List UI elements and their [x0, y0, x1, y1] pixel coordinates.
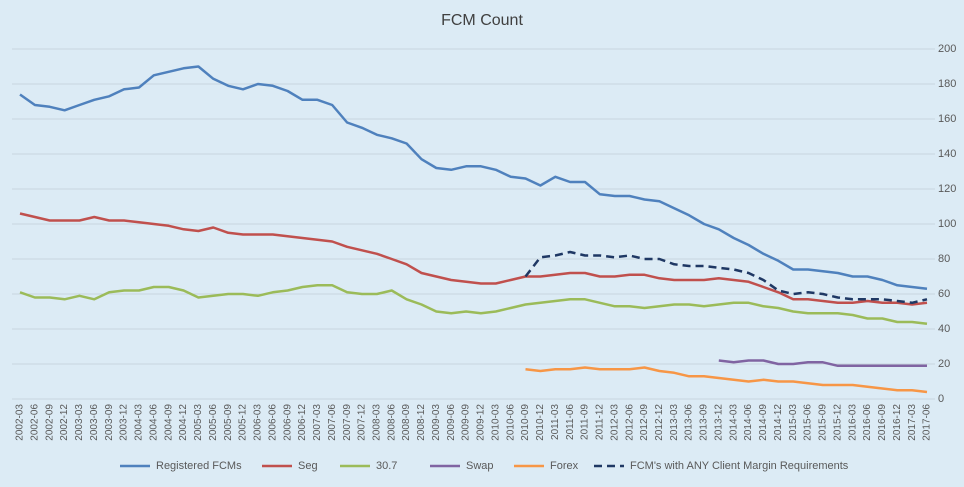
y-tick-label: 180 [938, 78, 956, 90]
x-tick-label: 2009-12 [476, 404, 487, 441]
x-tick-label: 2002-06 [30, 404, 41, 441]
series-line [19, 284, 928, 326]
y-tick-label: 100 [938, 218, 956, 230]
x-tick-label: 2015-06 [803, 404, 814, 441]
x-tick-label: 2006-03 [253, 404, 264, 441]
y-tick-label: 80 [938, 253, 950, 265]
x-tick-label: 2014-12 [773, 404, 784, 441]
y-tick-label: 140 [938, 148, 956, 160]
x-tick-label: 2005-12 [238, 404, 249, 441]
x-tick-label: 2012-12 [654, 404, 665, 441]
x-tick-label: 2003-06 [89, 404, 100, 441]
x-tick-label: 2011-03 [550, 404, 561, 440]
x-tick-label: 2015-09 [818, 404, 829, 441]
x-tick-label: 2005-09 [223, 404, 234, 441]
series-line [19, 65, 928, 291]
x-tick-label: 2004-03 [134, 404, 145, 441]
legend-label: Forex [550, 460, 579, 472]
x-tick-label: 2007-03 [312, 404, 323, 441]
legend-label: FCM's with ANY Client Margin Requirement… [630, 460, 849, 472]
x-tick-label: 2011-06 [565, 404, 576, 440]
legend-label: Swap [466, 460, 494, 472]
series-line [19, 212, 928, 306]
x-tick-label: 2013-12 [713, 404, 724, 441]
x-tick-label: 2017-03 [907, 404, 918, 441]
x-tick-label: 2010-12 [535, 404, 546, 441]
x-tick-label: 2010-03 [490, 404, 501, 441]
x-tick-label: 2007-06 [327, 404, 338, 441]
x-tick-label: 2008-09 [401, 404, 412, 441]
x-tick-label: 2012-06 [624, 404, 635, 441]
x-tick-label: 2012-03 [609, 404, 620, 441]
x-tick-label: 2004-12 [178, 404, 189, 441]
x-tick-label: 2014-09 [758, 404, 769, 441]
x-tick-label: 2007-12 [357, 404, 368, 441]
x-tick-label: 2010-06 [505, 404, 516, 441]
x-tick-label: 2015-03 [788, 404, 799, 441]
x-tick-label: 2010-09 [520, 404, 531, 441]
y-tick-label: 60 [938, 288, 950, 300]
x-tick-label: 2008-03 [371, 404, 382, 441]
series-line [718, 359, 927, 368]
y-tick-label: 20 [938, 358, 950, 370]
x-tick-label: 2002-09 [44, 404, 55, 441]
x-tick-label: 2009-09 [461, 404, 472, 441]
x-tick-label: 2008-06 [386, 404, 397, 441]
series-line [525, 366, 928, 394]
x-tick-label: 2006-09 [282, 404, 293, 441]
x-tick-label: 2009-03 [431, 404, 442, 441]
x-tick-label: 2016-06 [862, 404, 873, 441]
y-tick-label: 0 [938, 393, 944, 405]
x-tick-label: 2002-03 [15, 404, 26, 441]
x-tick-label: 2017-06 [922, 404, 933, 441]
x-tick-label: 2013-06 [684, 404, 695, 441]
chart-title: FCM Count [441, 12, 523, 29]
x-tick-label: 2014-03 [728, 404, 739, 441]
x-tick-label: 2005-06 [208, 404, 219, 441]
y-tick-label: 40 [938, 323, 950, 335]
x-tick-label: 2011-12 [595, 404, 606, 440]
x-tick-label: 2013-03 [669, 404, 680, 441]
x-tick-label: 2003-12 [119, 404, 130, 441]
y-tick-label: 160 [938, 113, 956, 125]
x-tick-label: 2016-03 [847, 404, 858, 441]
x-tick-label: 2011-09 [580, 404, 591, 440]
x-tick-label: 2016-09 [877, 404, 888, 441]
series-line [524, 250, 928, 305]
x-tick-label: 2003-03 [74, 404, 85, 441]
y-tick-label: 200 [938, 43, 956, 55]
y-tick-label: 120 [938, 183, 956, 195]
x-tick-label: 2006-12 [297, 404, 308, 441]
x-tick-label: 2008-12 [416, 404, 427, 441]
legend-label: Seg [298, 460, 318, 472]
x-tick-label: 2002-12 [59, 404, 70, 441]
x-tick-label: 2004-09 [163, 404, 174, 441]
x-tick-label: 2012-09 [639, 404, 650, 441]
x-tick-label: 2004-06 [148, 404, 159, 441]
x-tick-label: 2007-09 [342, 404, 353, 441]
x-tick-label: 2003-09 [104, 404, 115, 441]
x-tick-label: 2014-06 [743, 404, 754, 441]
x-tick-label: 2005-03 [193, 404, 204, 441]
x-tick-label: 2006-06 [267, 404, 278, 441]
x-tick-label: 2009-06 [446, 404, 457, 441]
x-tick-label: 2015-12 [832, 404, 843, 441]
x-tick-label: 2016-12 [892, 404, 903, 441]
legend-label: Registered FCMs [156, 460, 242, 472]
x-tick-label: 2013-09 [699, 404, 710, 441]
legend-label: 30.7 [376, 460, 397, 472]
